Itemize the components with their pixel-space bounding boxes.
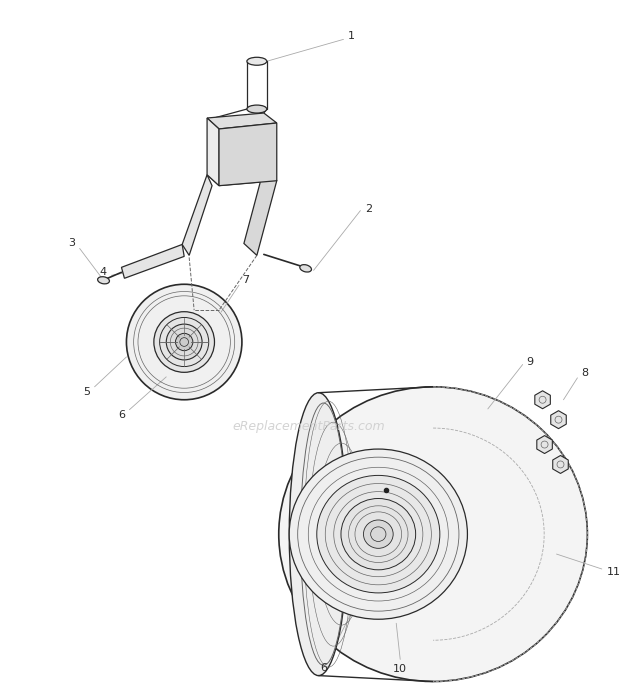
Ellipse shape xyxy=(289,449,467,619)
Text: 3: 3 xyxy=(68,239,75,248)
Ellipse shape xyxy=(126,284,242,400)
Ellipse shape xyxy=(154,312,215,372)
Text: 8: 8 xyxy=(581,368,588,378)
Ellipse shape xyxy=(175,334,193,351)
Text: 11: 11 xyxy=(607,567,620,577)
Text: 2: 2 xyxy=(365,204,372,213)
Ellipse shape xyxy=(290,393,348,676)
Text: 7: 7 xyxy=(242,275,249,286)
Polygon shape xyxy=(207,113,277,129)
Polygon shape xyxy=(244,169,277,255)
Ellipse shape xyxy=(166,324,202,360)
Polygon shape xyxy=(535,391,551,409)
Text: 4: 4 xyxy=(99,268,106,277)
Ellipse shape xyxy=(279,387,587,682)
Ellipse shape xyxy=(341,499,415,570)
Text: eReplacementParts.com: eReplacementParts.com xyxy=(232,420,385,433)
Ellipse shape xyxy=(363,520,393,548)
Text: 5: 5 xyxy=(83,387,90,397)
Polygon shape xyxy=(553,455,569,473)
Ellipse shape xyxy=(247,105,267,113)
Polygon shape xyxy=(207,169,277,186)
Polygon shape xyxy=(182,175,212,255)
Polygon shape xyxy=(219,123,277,186)
Ellipse shape xyxy=(317,475,440,593)
Text: 10: 10 xyxy=(393,665,407,674)
Polygon shape xyxy=(122,244,184,278)
Ellipse shape xyxy=(300,265,311,272)
Polygon shape xyxy=(551,411,566,429)
Text: 6: 6 xyxy=(118,409,125,420)
Ellipse shape xyxy=(247,57,267,65)
Text: 9: 9 xyxy=(526,356,533,367)
Text: 1: 1 xyxy=(348,32,355,41)
Ellipse shape xyxy=(97,277,110,284)
Polygon shape xyxy=(207,118,219,186)
Polygon shape xyxy=(537,436,552,453)
Text: 6: 6 xyxy=(320,663,327,673)
